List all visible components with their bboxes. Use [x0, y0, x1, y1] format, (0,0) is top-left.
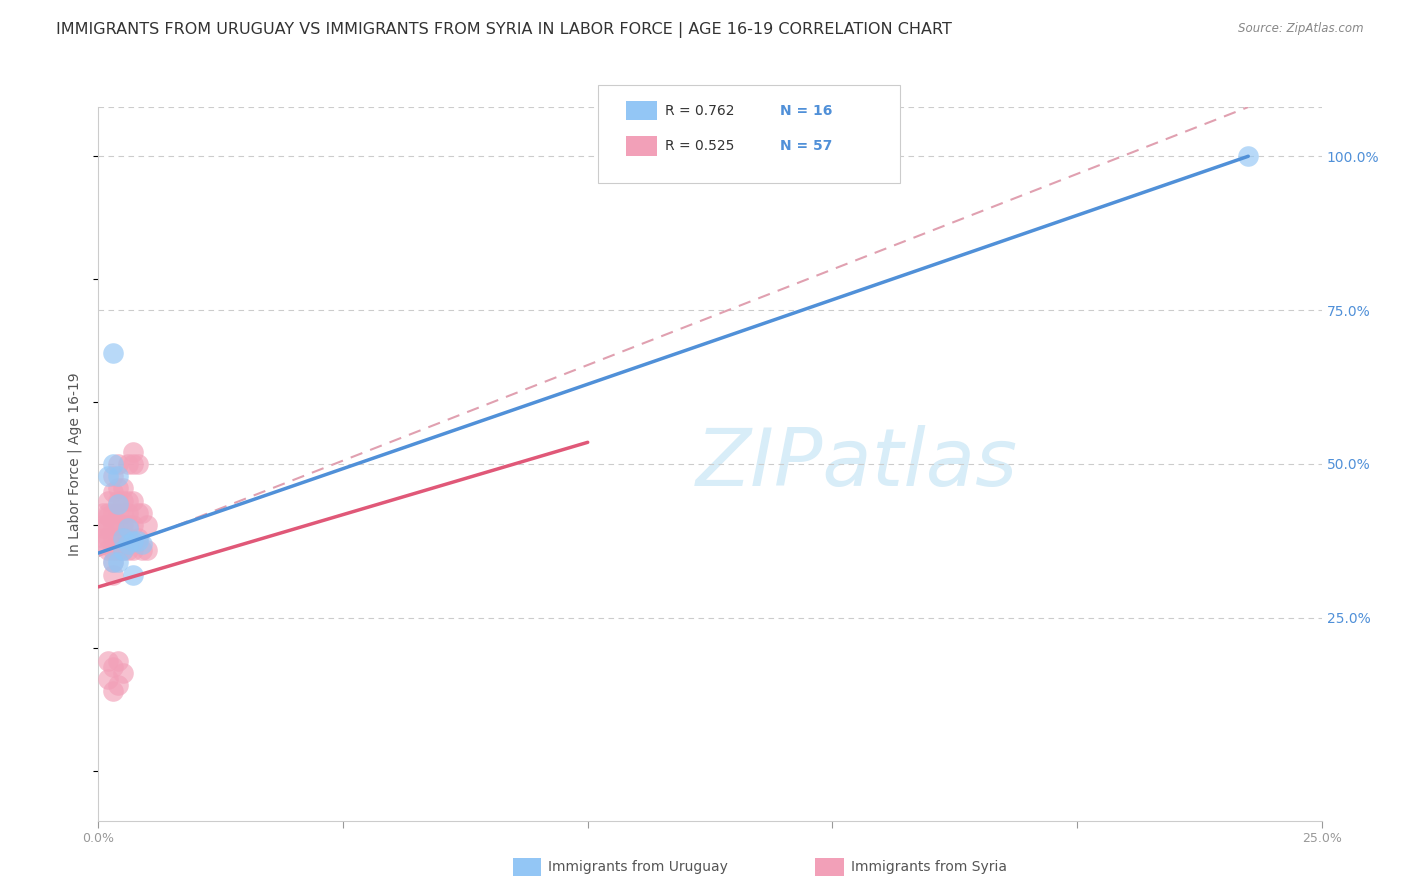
Point	[121, 518, 143, 533]
Point	[101, 531, 124, 545]
Point	[97, 506, 120, 520]
Point	[121, 493, 143, 508]
Point	[107, 654, 129, 668]
Y-axis label: In Labor Force | Age 16-19: In Labor Force | Age 16-19	[67, 372, 83, 556]
Point	[127, 531, 149, 545]
Point	[117, 531, 139, 545]
Point	[101, 555, 124, 569]
Text: Immigrants from Uruguay: Immigrants from Uruguay	[548, 860, 728, 874]
Point	[107, 518, 129, 533]
Text: R = 0.525: R = 0.525	[665, 139, 734, 153]
Text: Immigrants from Syria: Immigrants from Syria	[851, 860, 1007, 874]
Point	[117, 518, 139, 533]
Point	[91, 518, 114, 533]
Text: ZIPatlas: ZIPatlas	[696, 425, 1018, 503]
Point	[107, 555, 129, 569]
Point	[111, 665, 134, 680]
Point	[1237, 149, 1260, 163]
Text: R = 0.762: R = 0.762	[665, 103, 734, 118]
Point	[91, 521, 114, 535]
Point	[97, 469, 120, 483]
Point	[121, 444, 143, 458]
Point	[136, 543, 159, 558]
Text: N = 57: N = 57	[780, 139, 832, 153]
Point	[101, 506, 124, 520]
Point	[107, 678, 129, 692]
Point	[111, 531, 134, 545]
Point	[111, 506, 134, 520]
Point	[101, 457, 124, 471]
Point	[117, 506, 139, 520]
Point	[107, 482, 129, 496]
Point	[111, 482, 134, 496]
Point	[107, 497, 129, 511]
Point	[131, 543, 153, 558]
Point	[97, 543, 120, 558]
Text: N = 16: N = 16	[780, 103, 832, 118]
Point	[117, 457, 139, 471]
Point	[127, 533, 149, 548]
Point	[127, 506, 149, 520]
Point	[121, 533, 143, 548]
Point	[91, 506, 114, 520]
Point	[107, 531, 129, 545]
Point	[107, 469, 129, 483]
Point	[121, 543, 143, 558]
Point	[97, 672, 120, 686]
Point	[97, 518, 120, 533]
Point	[131, 506, 153, 520]
Point	[111, 518, 134, 533]
Point	[117, 543, 139, 558]
Point	[121, 457, 143, 471]
Point	[107, 493, 129, 508]
Point	[101, 484, 124, 499]
Point	[101, 543, 124, 558]
Point	[117, 493, 139, 508]
Point	[136, 518, 159, 533]
Point	[101, 469, 124, 483]
Point	[127, 457, 149, 471]
Point	[97, 509, 120, 524]
Point	[91, 531, 114, 545]
Point	[117, 521, 139, 535]
Point	[111, 543, 134, 558]
Point	[91, 537, 114, 551]
Point	[101, 518, 124, 533]
Text: IMMIGRANTS FROM URUGUAY VS IMMIGRANTS FROM SYRIA IN LABOR FORCE | AGE 16-19 CORR: IMMIGRANTS FROM URUGUAY VS IMMIGRANTS FR…	[56, 22, 952, 38]
Point	[101, 684, 124, 698]
Point	[101, 346, 124, 360]
Point	[97, 654, 120, 668]
Point	[97, 493, 120, 508]
Point	[101, 555, 124, 569]
Point	[111, 493, 134, 508]
Point	[111, 543, 134, 558]
Point	[107, 543, 129, 558]
Point	[101, 567, 124, 582]
Point	[107, 506, 129, 520]
Point	[107, 457, 129, 471]
Point	[111, 531, 134, 545]
Point	[131, 537, 153, 551]
Point	[117, 537, 139, 551]
Point	[97, 531, 120, 545]
Text: Source: ZipAtlas.com: Source: ZipAtlas.com	[1239, 22, 1364, 36]
Point	[101, 660, 124, 674]
Point	[121, 567, 143, 582]
